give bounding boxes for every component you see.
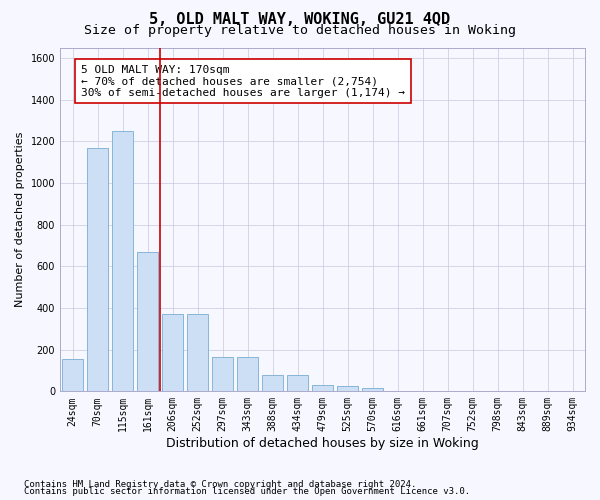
Text: Contains public sector information licensed under the Open Government Licence v3: Contains public sector information licen… bbox=[24, 488, 470, 496]
Bar bbox=[187, 314, 208, 392]
Bar bbox=[137, 252, 158, 392]
Bar bbox=[87, 148, 108, 392]
Text: Contains HM Land Registry data © Crown copyright and database right 2024.: Contains HM Land Registry data © Crown c… bbox=[24, 480, 416, 489]
Bar bbox=[262, 374, 283, 392]
Text: Size of property relative to detached houses in Woking: Size of property relative to detached ho… bbox=[84, 24, 516, 37]
Text: 5 OLD MALT WAY: 170sqm
← 70% of detached houses are smaller (2,754)
30% of semi-: 5 OLD MALT WAY: 170sqm ← 70% of detached… bbox=[81, 64, 405, 98]
Bar bbox=[237, 357, 258, 392]
Bar bbox=[362, 388, 383, 392]
Y-axis label: Number of detached properties: Number of detached properties bbox=[15, 132, 25, 307]
Bar bbox=[312, 385, 333, 392]
Bar bbox=[112, 131, 133, 392]
Bar bbox=[212, 357, 233, 392]
Bar bbox=[162, 314, 183, 392]
Text: 5, OLD MALT WAY, WOKING, GU21 4QD: 5, OLD MALT WAY, WOKING, GU21 4QD bbox=[149, 12, 451, 28]
Bar bbox=[287, 374, 308, 392]
X-axis label: Distribution of detached houses by size in Woking: Distribution of detached houses by size … bbox=[166, 437, 479, 450]
Bar bbox=[337, 386, 358, 392]
Bar bbox=[62, 359, 83, 392]
